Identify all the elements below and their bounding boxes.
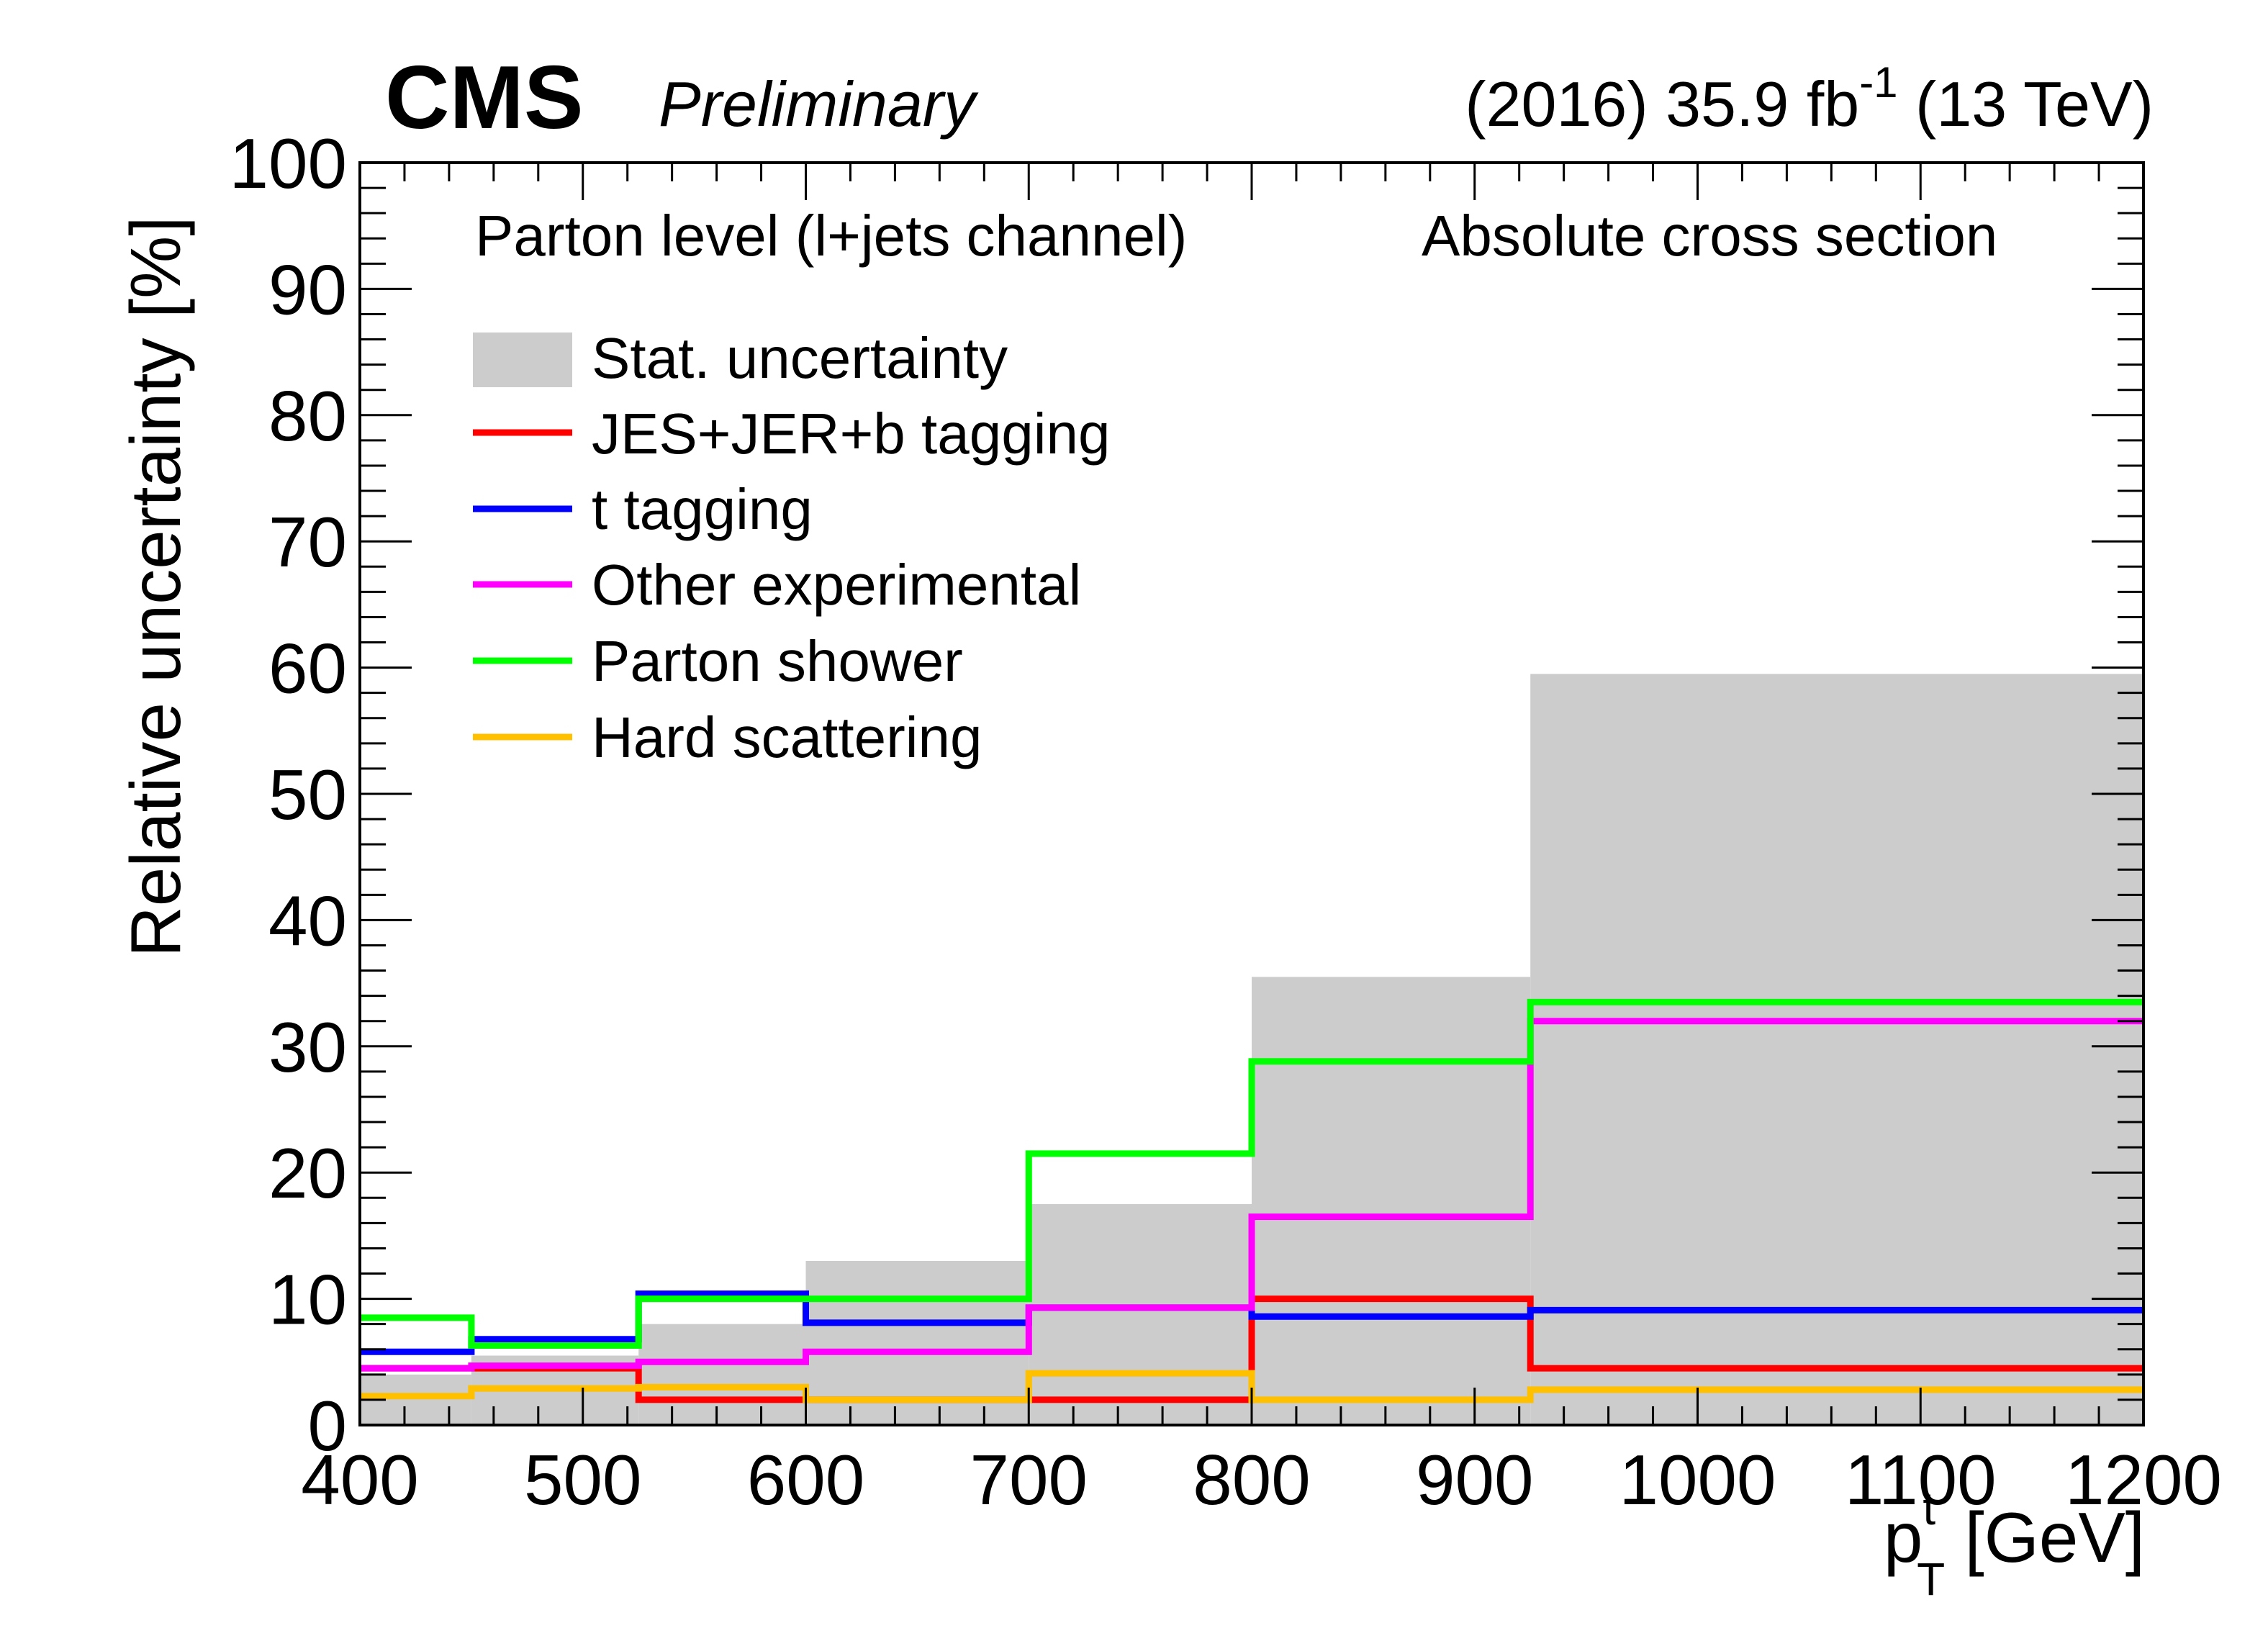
x-axis-title-sup: t bbox=[1923, 1483, 1935, 1534]
plot-frame bbox=[358, 161, 2145, 1426]
y-tick-label: 0 bbox=[307, 1386, 347, 1465]
stat-bar bbox=[1029, 1204, 1252, 1425]
stat-bar bbox=[1252, 977, 1531, 1425]
y-tick-label: 100 bbox=[229, 124, 347, 203]
x-tick-label: 600 bbox=[747, 1440, 865, 1519]
y-tick-label: 70 bbox=[268, 502, 347, 582]
y-tick-label: 60 bbox=[268, 629, 347, 708]
y-axis-title: Relative uncertainty [%] bbox=[116, 217, 195, 957]
x-axis-title-sub: T bbox=[1917, 1553, 1945, 1605]
x-tick-label: 1000 bbox=[1619, 1440, 1776, 1519]
legend-label-stat: Stat. uncertainty bbox=[592, 326, 1008, 390]
y-tick-label: 50 bbox=[268, 755, 347, 834]
x-tick-label: 700 bbox=[970, 1440, 1088, 1519]
x-tick-label: 1100 bbox=[1845, 1440, 1997, 1519]
x-axis-title-main: p bbox=[1884, 1498, 1923, 1577]
lumi-exponent: -1 bbox=[1859, 58, 1897, 107]
observable-annotation: Absolute cross section bbox=[1422, 204, 1997, 268]
x-tick-label: 800 bbox=[1193, 1440, 1311, 1519]
y-tick-label: 10 bbox=[268, 1260, 347, 1339]
channel-annotation: Parton level (l+jets channel) bbox=[475, 204, 1187, 268]
legend-label-ps: Parton shower bbox=[592, 629, 963, 693]
legend-label-ttag: t tagging bbox=[592, 477, 813, 541]
x-axis-title-unit: [GeV] bbox=[1945, 1498, 2145, 1577]
tick-labels-layer: 0 10 20 30 40 50 60 70 80 90 100 400 500 600 700 800 900… bbox=[229, 124, 2222, 1519]
x-tick-label: 500 bbox=[524, 1440, 642, 1519]
series-line-other bbox=[360, 1018, 2143, 1372]
lumi-label: (2016) 35.9 fb-1 (13 TeV) bbox=[1465, 58, 2154, 140]
y-tick-label: 90 bbox=[268, 250, 347, 329]
x-axis-title: pt T [GeV] bbox=[1884, 1483, 2145, 1605]
experiment-label: CMS bbox=[385, 48, 584, 148]
lumi-prefix: (2016) 35.9 fb bbox=[1465, 68, 1859, 140]
stat-bar bbox=[638, 1324, 806, 1425]
x-tick-label: 1200 bbox=[2065, 1440, 2222, 1519]
stat-bar bbox=[1530, 674, 2143, 1425]
legend: Stat. uncertainty JES+JER+b tagging t ta… bbox=[473, 326, 1110, 769]
ticks-layer bbox=[358, 161, 2145, 1426]
legend-label-jes: JES+JER+b tagging bbox=[592, 402, 1110, 466]
legend-label-other: Other experimental bbox=[592, 553, 1081, 617]
legend-label-hard: Hard scattering bbox=[592, 705, 982, 769]
status-label: Preliminary bbox=[659, 68, 979, 140]
x-tick-label: 400 bbox=[301, 1440, 419, 1519]
legend-swatch-stat bbox=[473, 333, 572, 387]
y-tick-label: 40 bbox=[268, 881, 347, 960]
series-line-hard bbox=[360, 1370, 2143, 1403]
y-tick-label: 20 bbox=[268, 1134, 347, 1213]
y-tick-label: 30 bbox=[268, 1008, 347, 1087]
lumi-suffix: (13 TeV) bbox=[1898, 68, 2154, 140]
x-tick-label: 900 bbox=[1416, 1440, 1534, 1519]
series-line-ps bbox=[360, 998, 2143, 1349]
y-tick-label: 80 bbox=[268, 376, 347, 456]
series-line-ttag bbox=[360, 1290, 2143, 1355]
